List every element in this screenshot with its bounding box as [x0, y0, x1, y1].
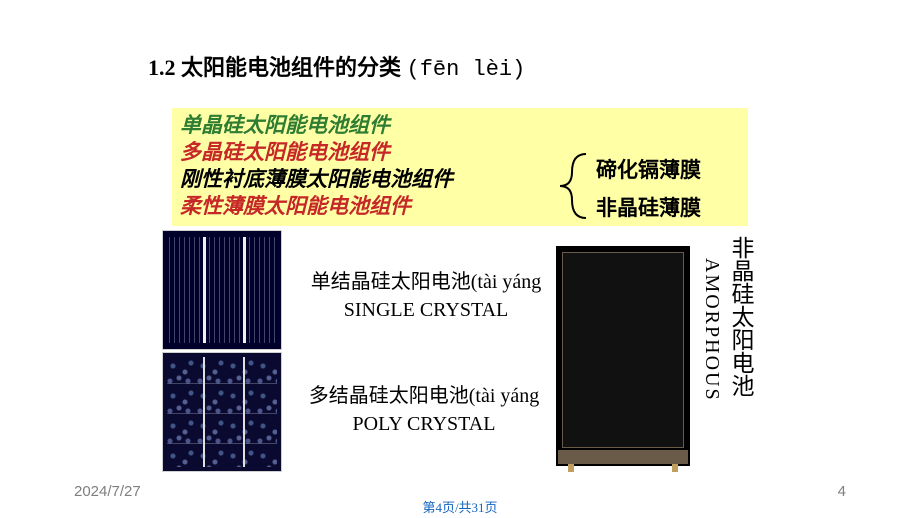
sublabel-asi: 非晶硅薄膜: [596, 192, 701, 222]
brace-icon: [556, 150, 592, 222]
poly-crystal-caption-cn: 多结晶硅太阳电池(tài yáng: [290, 382, 558, 410]
amorphous-panel-image: [556, 246, 690, 466]
single-crystal-caption-en: SINGLE CRYSTAL: [294, 296, 558, 324]
sublabel-cdte: 碲化镉薄膜: [596, 154, 701, 184]
amorphous-label-en: AMORPHOUS: [700, 258, 723, 402]
single-crystal-caption-cn: 单结晶硅太阳电池(tài yáng: [294, 268, 558, 296]
single-crystal-cell-image: [162, 230, 282, 350]
poly-crystal-cell-image: [162, 352, 282, 472]
poly-crystal-caption: 多结晶硅太阳电池(tài yáng POLY CRYSTAL: [290, 382, 558, 438]
section-pinyin: (fēn lèi): [407, 57, 526, 82]
poly-crystal-caption-en: POLY CRYSTAL: [290, 410, 558, 438]
box-line-1: 单晶硅太阳能电池组件: [180, 112, 740, 139]
single-crystal-caption: 单结晶硅太阳电池(tài yáng SINGLE CRYSTAL: [294, 268, 558, 324]
section-number: 1.2: [148, 55, 176, 80]
footer-center-page: 第4页/共31页: [0, 497, 920, 516]
amorphous-label-cn: 非晶硅太阳电池: [728, 236, 752, 397]
section-title: 太阳能电池组件的分类: [181, 55, 401, 80]
section-heading: 1.2 太阳能电池组件的分类 (fēn lèi): [148, 50, 525, 82]
